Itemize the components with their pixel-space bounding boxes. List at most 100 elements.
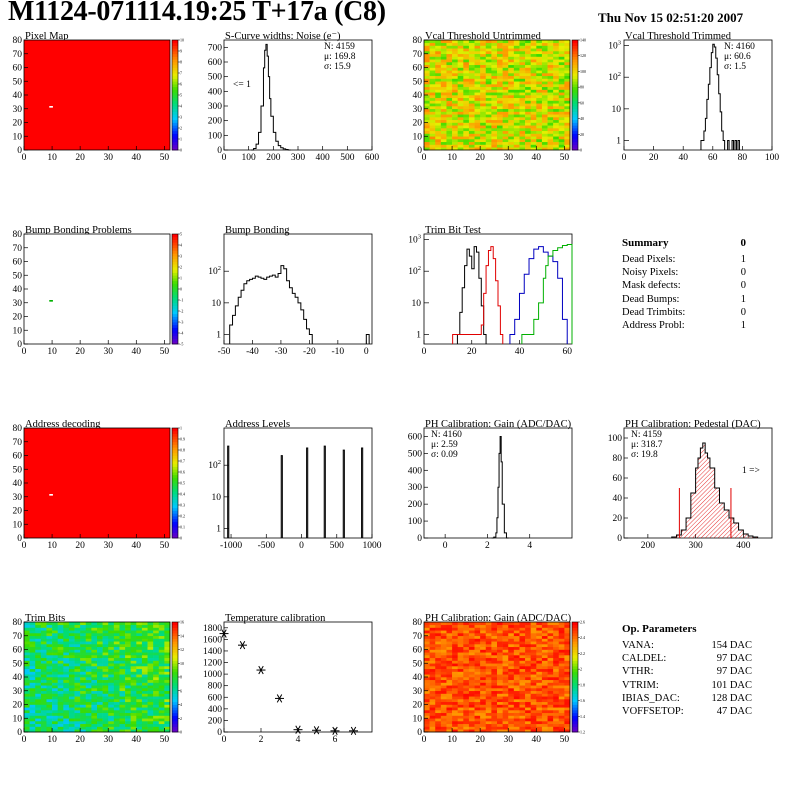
heatmap-cell bbox=[164, 646, 171, 650]
heatmap-cell bbox=[485, 630, 492, 634]
heatmap-cell bbox=[113, 674, 120, 678]
heatmap-cell bbox=[502, 75, 509, 79]
heatmap-cell bbox=[480, 103, 487, 107]
heatmap-cell bbox=[536, 688, 543, 692]
heatmap-cell bbox=[158, 627, 165, 631]
heatmap-cell bbox=[440, 73, 447, 77]
heatmap-cell bbox=[429, 652, 436, 656]
heatmap-cell bbox=[452, 677, 458, 681]
heatmap-cell bbox=[485, 62, 492, 66]
heatmap-cell bbox=[502, 649, 509, 653]
heatmap-cell bbox=[119, 693, 126, 697]
heatmap-cell bbox=[530, 657, 537, 661]
heatmap-cell bbox=[536, 701, 543, 705]
heatmap-cell bbox=[147, 696, 154, 700]
heatmap-cell bbox=[485, 646, 492, 650]
color-scale-band bbox=[172, 305, 178, 309]
color-scale-band bbox=[172, 663, 178, 667]
y-tick-label: 100 bbox=[408, 517, 423, 527]
heatmap-cell bbox=[24, 710, 30, 714]
heatmap-cell bbox=[119, 723, 126, 727]
color-scale-band bbox=[172, 646, 178, 650]
color-scale-band bbox=[572, 693, 578, 697]
color-scale-band bbox=[172, 710, 178, 714]
heatmap-cell bbox=[46, 633, 53, 637]
heatmap-cell bbox=[119, 721, 126, 725]
heatmap-cell bbox=[497, 122, 503, 126]
heatmap-cell bbox=[497, 624, 503, 628]
color-scale-band bbox=[172, 311, 178, 315]
heatmap-cell bbox=[485, 42, 492, 46]
histogram-series bbox=[700, 43, 726, 150]
heatmap-cell bbox=[474, 114, 481, 118]
heatmap-cell bbox=[485, 139, 492, 143]
heatmap-cell bbox=[57, 677, 64, 681]
heatmap-cell bbox=[130, 685, 137, 689]
color-scale-tick-label: 14 bbox=[180, 633, 184, 638]
heatmap-cell bbox=[457, 677, 464, 681]
heatmap-cell bbox=[68, 710, 75, 714]
heatmap-cell bbox=[558, 139, 565, 143]
heatmap-fill bbox=[24, 234, 170, 344]
heatmap-cell bbox=[541, 92, 548, 96]
heatmap-cell bbox=[446, 133, 453, 137]
heatmap-cell bbox=[68, 682, 75, 686]
heatmap-cell bbox=[147, 723, 154, 727]
heatmap-cell bbox=[52, 635, 58, 639]
heatmap-cell bbox=[57, 652, 64, 656]
heatmap-cell bbox=[547, 106, 554, 110]
heatmap-cell bbox=[502, 644, 509, 648]
underflow-note: <= 1 bbox=[233, 80, 251, 90]
heatmap-cell bbox=[468, 125, 475, 129]
heatmap-cell bbox=[502, 130, 509, 134]
heatmap-cell bbox=[63, 701, 70, 705]
heatmap-cell bbox=[480, 122, 487, 126]
y-tick-label: 0 bbox=[17, 340, 22, 350]
heatmap-cell bbox=[541, 64, 548, 68]
heatmap-cell bbox=[85, 633, 92, 637]
heatmap-cell bbox=[474, 624, 481, 628]
heatmap-cell bbox=[158, 693, 165, 697]
heatmap-cell bbox=[102, 671, 109, 675]
heatmap-cell bbox=[508, 117, 515, 121]
heatmap-cell bbox=[24, 707, 30, 711]
x-tick-label: 40 bbox=[532, 153, 542, 163]
color-scale-band bbox=[172, 652, 178, 656]
x-tick-label: -10 bbox=[332, 347, 345, 357]
heatmap-cell bbox=[91, 707, 98, 711]
heatmap-cell bbox=[136, 657, 143, 661]
x-tick-label: 400 bbox=[736, 541, 751, 551]
heatmap-cell bbox=[57, 644, 64, 648]
heatmap-cell bbox=[547, 51, 554, 55]
color-scale-band bbox=[172, 136, 178, 140]
heatmap-cell bbox=[530, 136, 537, 140]
heatmap-cell bbox=[558, 122, 565, 126]
heatmap-cell bbox=[553, 655, 560, 659]
heatmap-cell bbox=[158, 668, 165, 672]
heatmap-cell bbox=[474, 100, 481, 104]
heatmap-cell bbox=[429, 144, 436, 148]
heatmap-cell bbox=[541, 86, 548, 90]
heatmap-cell bbox=[480, 86, 487, 90]
heatmap-cell bbox=[40, 657, 47, 661]
heatmap-cell bbox=[513, 644, 520, 648]
color-scale-band bbox=[172, 458, 178, 462]
heatmap-cell bbox=[130, 627, 137, 631]
heatmap-cell bbox=[136, 624, 143, 628]
heatmap-cell bbox=[435, 696, 442, 700]
color-scale-band bbox=[172, 707, 178, 711]
heatmap-cell bbox=[525, 144, 531, 148]
op-parameter-value: 154 DAC bbox=[711, 640, 752, 651]
heatmap-cell bbox=[158, 682, 165, 686]
heatmap-cell bbox=[125, 649, 131, 653]
heatmap-cell bbox=[440, 70, 447, 74]
x-tick-label: 10 bbox=[47, 153, 57, 163]
heatmap-cell bbox=[119, 652, 126, 656]
heatmap-cell bbox=[519, 693, 526, 697]
heatmap-cell bbox=[446, 62, 453, 66]
heatmap-cell bbox=[435, 106, 442, 110]
color-scale-band bbox=[172, 128, 178, 132]
heatmap-cell bbox=[147, 718, 154, 722]
heatmap-cell bbox=[468, 663, 475, 667]
heatmap-cell bbox=[497, 660, 503, 664]
